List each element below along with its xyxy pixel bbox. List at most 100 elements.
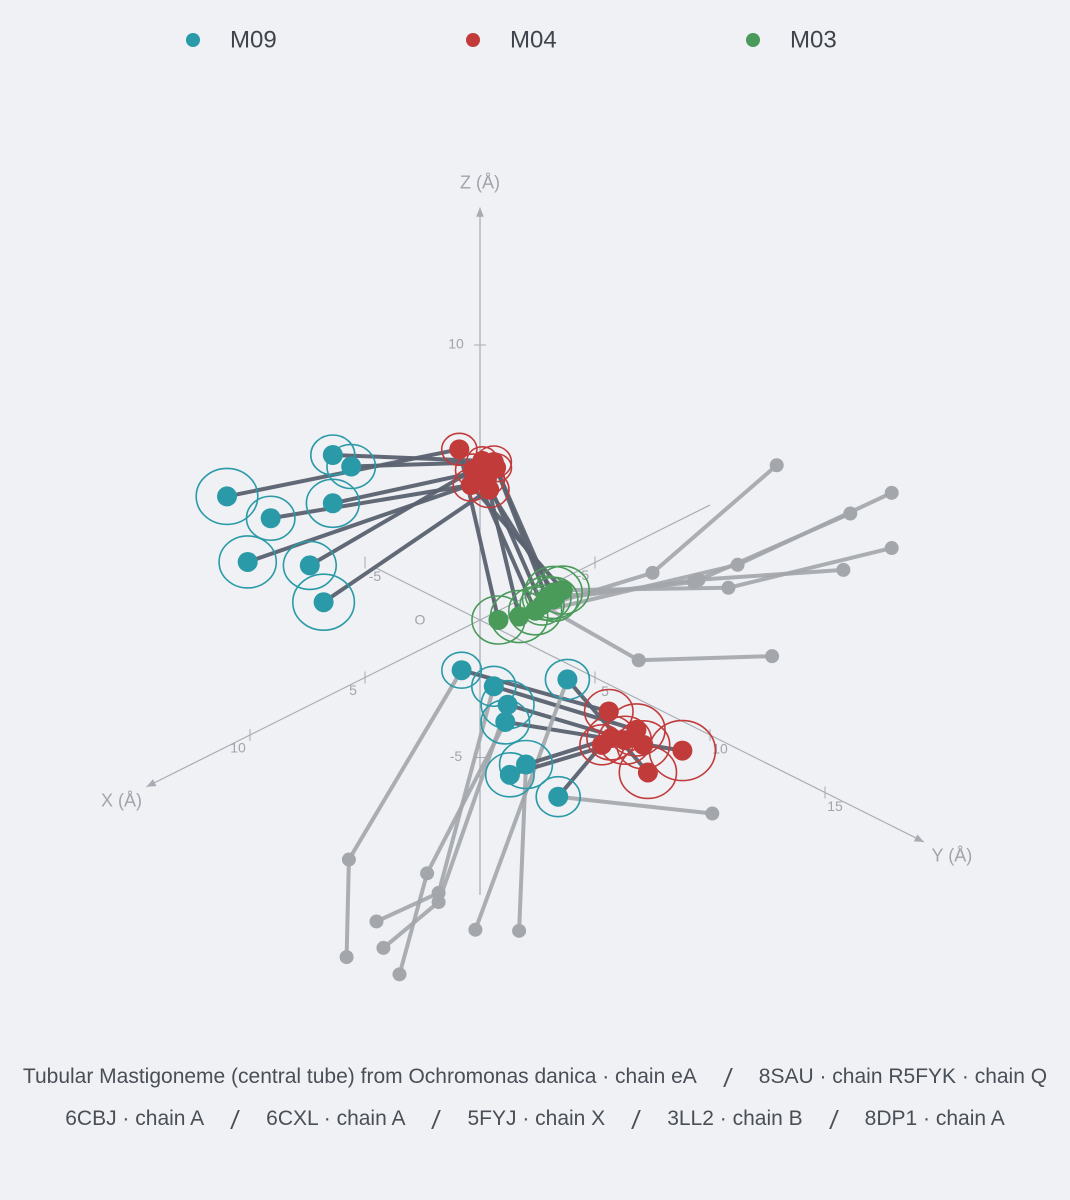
anchor-point[interactable] [420, 866, 435, 881]
legend-marker[interactable] [466, 33, 480, 47]
residue-point[interactable] [322, 445, 343, 465]
ellipse [524, 565, 584, 620]
residue-point[interactable] [557, 669, 578, 690]
ellipse [218, 535, 278, 589]
structure-name: 5FYK · chain Q [903, 1065, 1048, 1088]
anchor-point[interactable] [730, 557, 745, 572]
anchor-point[interactable] [645, 565, 660, 580]
origin-label: O [415, 612, 426, 628]
residue-point[interactable] [451, 660, 472, 681]
residue-point[interactable] [591, 734, 612, 755]
anchor-point[interactable] [392, 967, 407, 982]
residue-point[interactable] [516, 754, 536, 775]
structure-item: 5FYK · chain Q [904, 1056, 1048, 1098]
anchor-point[interactable] [468, 922, 483, 937]
ellipse [326, 443, 377, 490]
legend-label[interactable]: M09 [230, 26, 277, 53]
ellipse [519, 584, 565, 626]
ellipse [544, 658, 591, 701]
residue-point[interactable] [488, 610, 509, 630]
legend-marker[interactable] [186, 33, 200, 47]
anchor-point[interactable] [705, 806, 720, 821]
structure-name: Tubular Mastigoneme (central tube) from … [22, 1065, 697, 1088]
anchor-point[interactable] [769, 458, 784, 473]
axis-arrow [913, 834, 924, 842]
residue-point[interactable] [483, 676, 504, 697]
residue-point[interactable] [479, 479, 500, 500]
tick-label: 5 [349, 682, 357, 698]
axis-line [146, 504, 711, 788]
residue-point[interactable] [499, 764, 520, 785]
residue-point[interactable] [260, 508, 281, 529]
anchor-point[interactable] [369, 914, 384, 929]
axis-arrow [476, 207, 484, 217]
legend-label[interactable]: M04 [510, 26, 557, 53]
ellipse [309, 434, 356, 476]
residue-point[interactable] [460, 475, 481, 495]
residues [217, 439, 899, 982]
residue-point[interactable] [543, 582, 564, 603]
ellipse [282, 540, 337, 591]
anchor-point[interactable] [884, 541, 899, 556]
residue-point[interactable] [672, 740, 693, 761]
residue-point[interactable] [637, 762, 658, 783]
anchor-point[interactable] [431, 895, 446, 910]
link [491, 684, 639, 732]
tick-label: -5 [369, 568, 382, 584]
link [636, 654, 775, 663]
separator [828, 1109, 839, 1129]
link [691, 511, 853, 585]
legend-marker[interactable] [746, 33, 760, 47]
link [696, 567, 846, 582]
structure-name: 8DP1 · chain A [864, 1107, 1005, 1130]
residue-point[interactable] [322, 493, 343, 514]
residue-point[interactable] [313, 592, 334, 613]
tick-label: 10 [712, 741, 728, 757]
anchor-point[interactable] [884, 485, 899, 500]
structure-item: Tubular Mastigoneme (central tube) from … [23, 1056, 697, 1098]
residue-point[interactable] [217, 486, 237, 507]
structure-item: 8SAU · chain R [697, 1056, 904, 1098]
residue-point[interactable] [341, 456, 362, 477]
residue-point[interactable] [548, 786, 569, 807]
axis-arrow [146, 779, 157, 787]
anchor-point[interactable] [843, 506, 858, 521]
axis-title: X (Å) [101, 791, 142, 811]
anchor-point[interactable] [376, 940, 391, 955]
anchor-point[interactable] [341, 852, 356, 867]
residue-point[interactable] [598, 701, 619, 722]
anchor-point[interactable] [721, 580, 736, 595]
residue-point[interactable] [633, 734, 654, 755]
residue-point[interactable] [525, 600, 546, 621]
anchor-point[interactable] [512, 923, 527, 938]
structure-item: 6CXL · chain A [204, 1098, 405, 1140]
anchor-point[interactable] [836, 562, 851, 577]
ellipse [535, 565, 590, 615]
structure-item: 5FYJ · chain X [405, 1098, 605, 1140]
axis-title: Z (Å) [460, 172, 500, 192]
legend-label[interactable]: M03 [790, 26, 837, 53]
anchor-point[interactable] [631, 653, 646, 668]
structure-list: Tubular Mastigoneme (central tube) from … [15, 1056, 1055, 1140]
axis-line [376, 567, 925, 843]
anchor-point[interactable] [765, 649, 780, 664]
structure-name: 3LL2 · chain B [667, 1107, 803, 1130]
residue-point[interactable] [463, 460, 484, 481]
residue-point[interactable] [497, 694, 518, 715]
residue-point[interactable] [299, 555, 320, 576]
tick-label: 10 [448, 336, 464, 352]
link [560, 585, 731, 593]
axis-title: Y (Å) [932, 846, 973, 866]
residue-point[interactable] [614, 730, 635, 751]
ellipse [440, 432, 478, 467]
residue-point[interactable] [449, 439, 470, 460]
structure-name: 8SAU · chain R [758, 1065, 904, 1088]
anchor-point[interactable] [691, 572, 706, 587]
residue-point[interactable] [509, 606, 530, 627]
anchor-point[interactable] [339, 950, 354, 965]
residue-point[interactable] [237, 551, 258, 572]
link [517, 762, 528, 933]
residue-point[interactable] [495, 711, 516, 732]
structure-name: 6CXL · chain A [266, 1107, 406, 1130]
